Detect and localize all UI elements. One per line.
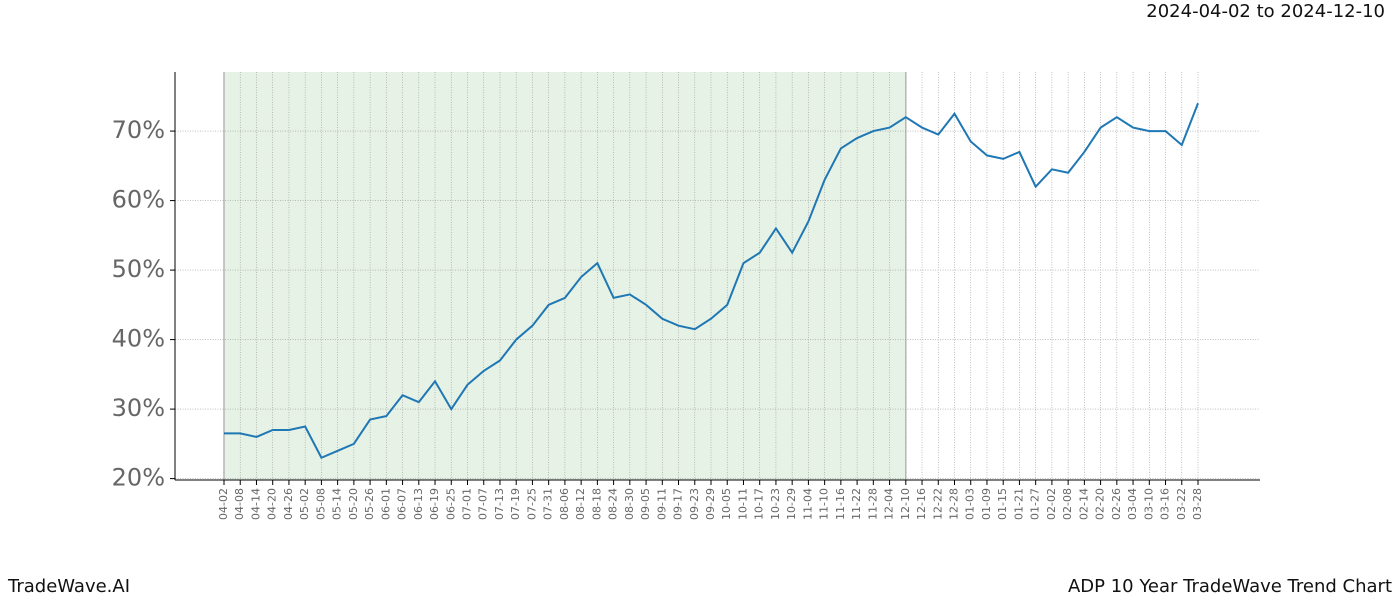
x-tick-label: 08-12 <box>574 488 587 520</box>
y-tick-label: 60% <box>112 186 165 214</box>
x-tick-label: 02-20 <box>1094 488 1107 520</box>
x-tick-label: 07-07 <box>477 488 490 520</box>
x-tick-label: 06-13 <box>412 488 425 520</box>
x-tick-label: 05-20 <box>347 488 360 520</box>
x-tick-label: 07-01 <box>461 488 474 520</box>
x-tick-label: 02-26 <box>1110 488 1123 520</box>
x-tick-label: 09-05 <box>639 488 652 520</box>
x-tick-label: 01-21 <box>1012 488 1025 520</box>
x-tick-label: 07-31 <box>542 488 555 520</box>
x-tick-label: 03-10 <box>1142 488 1155 520</box>
x-tick-label: 01-27 <box>1029 488 1042 520</box>
x-tick-label: 12-10 <box>899 488 912 520</box>
trend-line <box>224 102 1199 460</box>
x-tick-label: 03-28 <box>1191 488 1204 520</box>
x-tick-label: 10-23 <box>769 488 782 520</box>
x-tick-label: 04-02 <box>217 488 230 520</box>
x-tick-label: 05-02 <box>298 488 311 520</box>
x-tick-label: 04-14 <box>249 488 262 520</box>
y-tick-label: 40% <box>112 325 165 353</box>
x-tick-label: 05-26 <box>363 488 376 520</box>
x-tick-label: 08-24 <box>607 488 620 520</box>
x-tick-label: 11-04 <box>801 488 814 520</box>
x-tick-label: 12-22 <box>931 488 944 520</box>
x-tick-label: 10-29 <box>785 488 798 520</box>
x-tick-label: 06-01 <box>379 488 392 520</box>
x-tick-label: 05-14 <box>331 488 344 520</box>
x-tick-label: 10-11 <box>736 488 749 520</box>
x-tick-label: 09-11 <box>655 488 668 520</box>
x-tick-label: 01-15 <box>996 488 1009 520</box>
x-tick-label: 04-26 <box>282 488 295 520</box>
x-tick-label: 10-05 <box>720 488 733 520</box>
x-tick-label: 12-16 <box>915 488 928 520</box>
x-tick-label: 07-13 <box>493 488 506 520</box>
y-tick-label: 50% <box>112 255 165 283</box>
x-tick-label: 11-28 <box>866 488 879 520</box>
x-tick-label: 09-29 <box>704 488 717 520</box>
x-tick-label: 08-18 <box>590 488 603 520</box>
x-tick-label: 02-02 <box>1045 488 1058 520</box>
x-tick-label: 08-06 <box>558 488 571 520</box>
highlight-span <box>224 72 906 480</box>
x-tick-label: 05-08 <box>314 488 327 520</box>
x-tick-label: 07-25 <box>525 488 538 520</box>
y-tick-label: 70% <box>112 116 165 144</box>
x-tick-label: 04-08 <box>233 488 246 520</box>
brand: TradeWave.AI <box>7 576 130 597</box>
y-tick-label: 20% <box>112 464 165 492</box>
x-tick-label: 06-07 <box>396 488 409 520</box>
x-tick-label: 07-19 <box>509 488 522 520</box>
x-tick-label: 09-17 <box>672 488 685 520</box>
x-tick-label: 12-28 <box>948 488 961 520</box>
x-tick-label: 01-09 <box>980 488 993 520</box>
x-tick-label: 11-22 <box>850 488 863 520</box>
x-tick-label: 02-08 <box>1061 488 1074 520</box>
x-tick-label: 11-10 <box>818 488 831 520</box>
x-tick-label: 01-03 <box>964 488 977 520</box>
x-tick-label: 06-19 <box>428 488 441 520</box>
x-tick-label: 04-20 <box>266 488 279 520</box>
x-tick-label: 02-14 <box>1077 488 1090 520</box>
y-tick-label: 30% <box>112 394 165 422</box>
x-tick-label: 12-04 <box>883 488 896 520</box>
x-tick-label: 08-30 <box>623 488 636 520</box>
chart-title: ADP 10 Year TradeWave Trend Chart <box>1068 576 1392 597</box>
x-tick-label: 10-17 <box>753 488 766 520</box>
x-tick-label: 09-23 <box>688 488 701 520</box>
date-range: 2024-04-02 to 2024-12-10 <box>1146 1 1385 22</box>
x-tick-label: 03-16 <box>1159 488 1172 520</box>
x-tick-label: 11-16 <box>834 488 847 520</box>
x-tick-label: 03-04 <box>1126 488 1139 520</box>
x-tick-label: 03-22 <box>1175 488 1188 520</box>
x-tick-label: 06-25 <box>444 488 457 520</box>
